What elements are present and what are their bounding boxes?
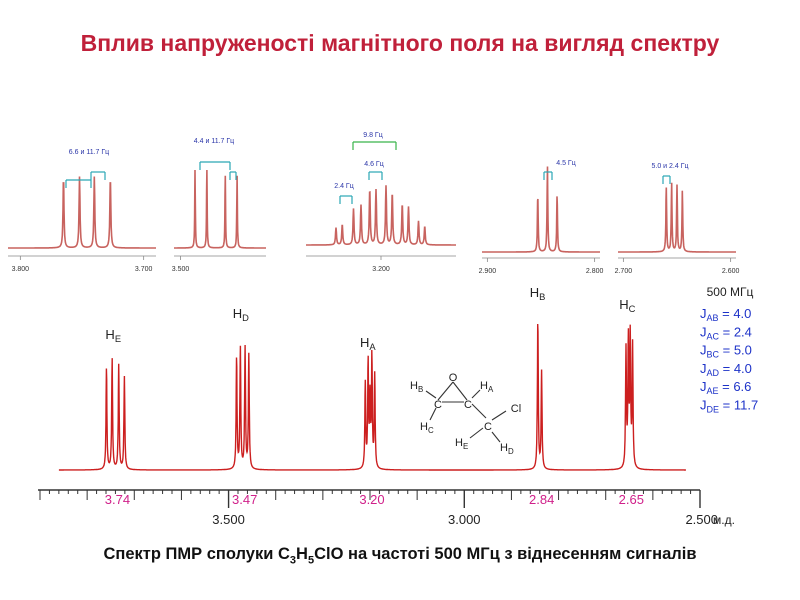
shift-label-he: 3.74 bbox=[105, 492, 130, 507]
expansion-panel-1: 3.800 3.700 bbox=[8, 176, 156, 273]
caption-sub-hydrogen: 5 bbox=[307, 554, 315, 567]
expansion-tick-label: 2.600 bbox=[722, 268, 740, 275]
major-tick-label: 2.500 bbox=[685, 512, 718, 527]
caption-sub-carbon: 3 bbox=[289, 554, 297, 567]
bond-hc bbox=[429, 407, 437, 421]
atom-cl: Cl bbox=[511, 403, 521, 415]
expansion-trace bbox=[306, 185, 456, 246]
frequency-label: 500 МГц bbox=[707, 285, 754, 299]
expansion-tick-label: 3.700 bbox=[135, 266, 153, 273]
expansion-panel-2: 3.500 bbox=[172, 169, 266, 273]
main-trace bbox=[58, 323, 686, 471]
caption-prefix: Спектр ПМР сполуки C bbox=[103, 545, 290, 563]
expansion-spectra: 3.800 3.700 3.500 3.200 2.900 2.800 2.700 2.600… bbox=[8, 132, 740, 275]
coupling-jad: JAD = 4.0 bbox=[700, 361, 752, 378]
expansion-panel-4: 2.900 2.800 bbox=[479, 166, 604, 275]
bond-c1-o bbox=[437, 381, 454, 401]
caption-hydrogen: H bbox=[296, 545, 308, 563]
bond-c2-c3 bbox=[471, 403, 487, 419]
atom-c3: C bbox=[484, 421, 492, 433]
annotation-he: 6.6 и 11.7 Гц bbox=[69, 149, 109, 156]
signal-label-ha: HA bbox=[360, 335, 376, 352]
expansion-panel-3: 3.200 bbox=[306, 185, 456, 273]
bond-ha bbox=[471, 389, 481, 399]
bond-hd bbox=[491, 431, 501, 443]
expansion-tick-label: 3.800 bbox=[12, 266, 30, 273]
annotation-hd: 4.4 и 11.7 Гц bbox=[194, 138, 234, 145]
atom-he: HE bbox=[455, 437, 468, 451]
bond-o-c2 bbox=[452, 381, 468, 401]
expansion-tick-label: 3.500 bbox=[172, 266, 190, 273]
annotation-hb: 4.5 Гц bbox=[556, 160, 575, 167]
atom-hc: HC bbox=[420, 421, 434, 435]
expansion-tick-label: 2.900 bbox=[479, 268, 497, 275]
annotation-ha-main: 9.8 Гц bbox=[363, 132, 382, 139]
coupling-jae: JAE = 6.6 bbox=[700, 379, 751, 396]
bond-hb bbox=[425, 390, 437, 399]
major-tick-label: 3.000 bbox=[448, 512, 481, 527]
expansion-tick-label: 2.800 bbox=[586, 268, 604, 275]
expansion-trace bbox=[618, 182, 736, 253]
atom-o: O bbox=[449, 372, 458, 384]
atom-hb: HB bbox=[410, 380, 423, 394]
expansion-trace bbox=[8, 176, 156, 249]
shift-label-hd: 3.47 bbox=[232, 492, 257, 507]
atom-ha: HA bbox=[480, 380, 494, 394]
shift-label-ha: 3.20 bbox=[359, 492, 384, 507]
signal-label-hb: HB bbox=[530, 285, 546, 302]
major-tick-label: 3.500 bbox=[212, 512, 245, 527]
coupling-jde: JDE = 11.7 bbox=[700, 398, 758, 415]
coupling-jac: JAC = 2.4 bbox=[700, 324, 752, 341]
annotation-ha-mid: 4.6 Гц bbox=[364, 161, 383, 168]
expansion-panel-5: 2.700 2.600 bbox=[615, 182, 740, 275]
atom-hd: HD bbox=[500, 442, 514, 456]
expansion-annotations: 6.6 и 11.7 Гц 4.4 и 11.7 Гц 9.8 Гц 2.4 Гц 4.… bbox=[65, 132, 689, 204]
shift-label-hb: 2.84 bbox=[529, 492, 554, 507]
annotation-hc: 5.0 и 2.4 Гц bbox=[651, 163, 688, 170]
coupling-jbc: JBC = 5.0 bbox=[700, 343, 752, 360]
signal-label-hd: HD bbox=[233, 306, 249, 323]
signal-label-hc: HC bbox=[619, 297, 635, 314]
axis-unit: м.д. bbox=[713, 513, 735, 527]
figure-caption: Спектр ПМР сполуки C3H5ClO на частоті 50… bbox=[0, 545, 800, 566]
coupling-jab: JAB = 4.0 bbox=[700, 306, 751, 323]
caption-suffix: ClO на частоті 500 МГц з віднесенням сиг… bbox=[314, 545, 697, 563]
expansion-tick-label: 2.700 bbox=[615, 268, 633, 275]
atom-c1: C bbox=[434, 399, 442, 411]
slide-title: Вплив напруженості магнітного поля на ви… bbox=[80, 30, 720, 56]
shift-label-hc: 2.65 bbox=[619, 492, 644, 507]
expansion-tick-label: 3.200 bbox=[372, 266, 390, 273]
annotation-ha-small: 2.4 Гц bbox=[334, 183, 353, 190]
expansion-trace bbox=[482, 166, 600, 253]
signal-label-he: HE bbox=[105, 327, 121, 344]
expansion-trace bbox=[174, 169, 266, 249]
atom-c2: C bbox=[464, 399, 472, 411]
bond-c3-cl bbox=[491, 410, 507, 421]
bond-he bbox=[469, 427, 484, 439]
